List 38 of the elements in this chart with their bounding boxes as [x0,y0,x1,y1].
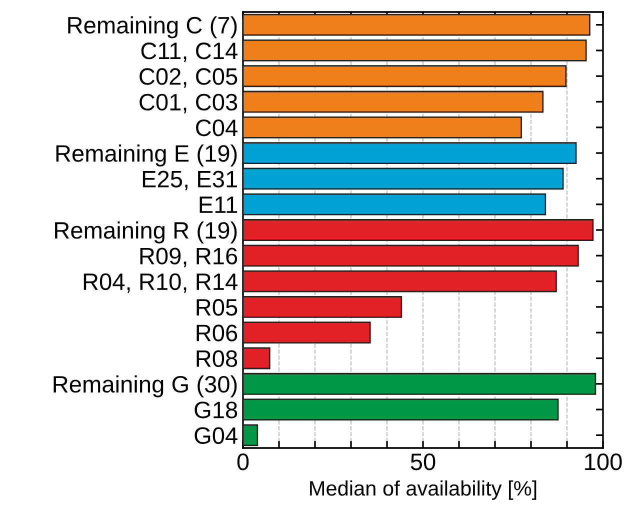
bar [243,270,557,292]
bar [243,219,594,241]
bar [243,322,371,344]
y-tick-label: C01, C03 [140,94,238,114]
y-tick-label: Remaining G (30) [54,375,237,398]
bar [243,193,546,216]
bar [243,347,270,370]
y-tick-label: Remaining C (7) [68,16,237,38]
bar [243,424,258,446]
y-tick-label: R05 [196,299,238,316]
y-tick-label: R09, R16 [140,248,238,268]
bar [243,398,559,420]
bar [243,14,590,36]
y-tick-label: G04 [194,427,238,444]
y-tick-label: C02, C05 [140,68,238,88]
x-tick-label: 100 [585,453,622,470]
x-axis-title: Median of availability [%] [310,480,536,500]
x-tick-label: 50 [410,453,436,470]
bar [243,40,587,62]
y-tick-label: R08 [196,350,238,368]
y-tick-label: R06 [196,324,238,342]
bar [243,296,402,318]
y-tick-label: R04, R10, R14 [84,273,238,293]
x-tick-label: 0 [237,453,249,470]
bar [243,90,544,113]
y-tick-label: E25, E31 [142,170,237,190]
y-tick-label: Remaining E (19) [56,144,237,167]
y-tick-label: Remaining R (19) [55,221,237,244]
bar [243,65,567,88]
bar [243,244,579,267]
bar [243,168,564,190]
y-tick-label: C11, C14 [141,42,238,62]
bar [243,116,522,138]
bar [243,372,596,395]
y-tick-label: E11 [200,196,237,213]
bar [243,142,577,164]
y-tick-label: G18 [194,402,238,418]
y-tick-label: C04 [196,119,238,136]
